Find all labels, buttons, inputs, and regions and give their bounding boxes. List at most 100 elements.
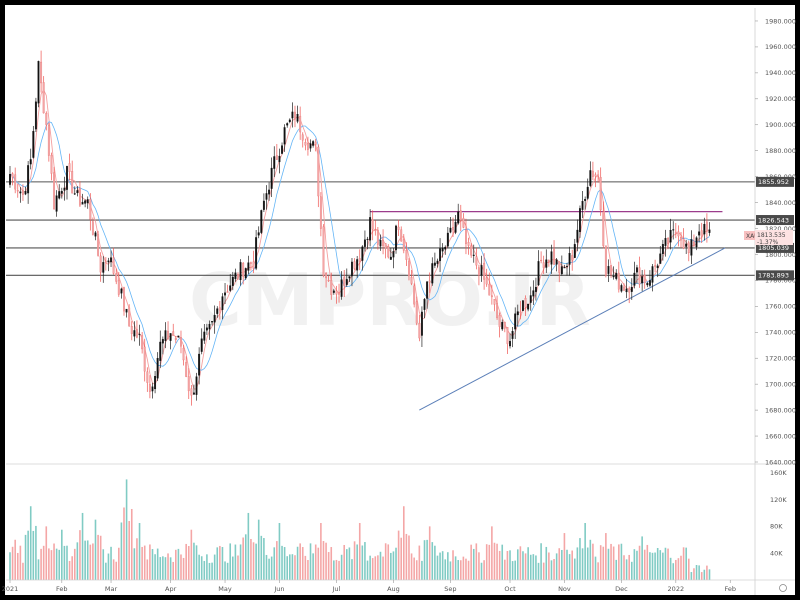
volume-bar: [633, 549, 636, 580]
candle-body: [221, 296, 224, 310]
volume-bar: [53, 543, 55, 580]
volume-bar: [45, 526, 48, 580]
volume-bar: [125, 479, 128, 580]
candle-body: [672, 229, 675, 231]
volume-bar: [594, 556, 597, 580]
candle-body: [558, 261, 561, 273]
volume-bar: [325, 542, 327, 580]
volume-bar: [94, 519, 97, 580]
volume-bar: [211, 562, 213, 580]
candle-body: [161, 339, 164, 344]
volume-bar: [457, 560, 459, 580]
volume-bar: [136, 538, 138, 580]
candle-body: [656, 265, 659, 269]
volume-bar: [485, 544, 488, 580]
volume-bar: [193, 542, 195, 580]
settings-icon[interactable]: [779, 584, 787, 592]
candle-body: [698, 231, 701, 236]
candle-body: [22, 190, 24, 195]
candle-body: [286, 123, 289, 126]
candle-body: [345, 279, 348, 285]
time-tick-label: Feb: [56, 585, 68, 593]
candle-body: [281, 145, 283, 154]
volume-bar: [379, 551, 382, 580]
volume-bar: [478, 552, 480, 580]
volume-bar: [563, 533, 566, 580]
volume-bar: [576, 547, 579, 580]
volume-bar: [459, 560, 462, 580]
candle-body: [503, 321, 506, 329]
candle-body: [542, 262, 545, 268]
volume-bar: [377, 555, 379, 580]
horizontal-levels[interactable]: [6, 181, 755, 411]
price-tick-label: 1980.000: [765, 17, 796, 25]
volume-bar: [449, 561, 452, 580]
volume-bar: [607, 548, 610, 580]
volume-bar: [672, 563, 675, 580]
candle-body: [63, 187, 66, 191]
candle-body: [200, 338, 203, 352]
time-tick-label: 2022: [668, 585, 685, 593]
candle-body: [275, 155, 278, 160]
candle-body: [198, 353, 201, 376]
candle-body: [522, 300, 524, 311]
volume-bar: [185, 543, 187, 580]
candle-body: [252, 261, 255, 269]
candle-body: [255, 237, 258, 269]
candle-body: [397, 226, 400, 230]
volume-bar: [677, 558, 680, 580]
candle-body: [288, 119, 291, 123]
candle-body: [330, 280, 333, 295]
time-tick-label: Sep: [444, 585, 456, 593]
volume-bar: [76, 542, 79, 580]
volume-bar: [566, 549, 568, 580]
price-tick-label: 1740.000: [765, 329, 796, 337]
volume-bar: [229, 543, 232, 580]
candle-body: [628, 288, 631, 293]
candle-body: [389, 256, 392, 260]
candle-body: [76, 190, 79, 194]
volume-bar: [690, 572, 693, 580]
volume-bar: [242, 537, 244, 580]
candle-body: [89, 199, 92, 220]
volume-bar: [662, 552, 664, 580]
time-tick-label: Oct: [504, 585, 516, 593]
volume-bar: [48, 548, 50, 580]
volume-bar: [120, 522, 123, 580]
last-price: 1813.535: [757, 232, 786, 239]
volume-bar: [213, 554, 216, 580]
volume-bar: [431, 542, 434, 580]
volume-bar: [110, 546, 112, 580]
volume-bar: [369, 555, 371, 580]
candle-body: [566, 265, 568, 268]
time-tick-label: Nov: [558, 585, 571, 593]
candle-body: [591, 170, 594, 177]
volume-bar: [408, 535, 410, 580]
volume-bar: [421, 560, 423, 580]
volume-bar: [540, 543, 542, 580]
volume-tick-label: 40K: [770, 549, 783, 557]
time-tick-label: Apr: [165, 585, 177, 593]
candle-body: [477, 267, 480, 276]
candle-body: [174, 337, 177, 341]
volume-bar: [37, 559, 40, 580]
candle-body: [327, 280, 330, 282]
candle-body: [317, 146, 320, 197]
volume-bar: [138, 523, 141, 580]
volume-tick-label: 120K: [770, 496, 787, 504]
volume-bar: [224, 561, 226, 580]
volume-bar: [55, 548, 58, 580]
candle-body: [449, 227, 452, 233]
candle-body: [568, 253, 571, 265]
volume-bar: [312, 553, 314, 580]
candle-body: [306, 143, 309, 150]
volume-bar: [706, 565, 708, 580]
volume-bar: [107, 553, 110, 580]
candle-body: [446, 232, 449, 247]
volume-bar: [612, 546, 615, 580]
candle-body: [234, 272, 237, 279]
volume-bar: [405, 533, 408, 580]
volume-bar: [532, 554, 535, 580]
